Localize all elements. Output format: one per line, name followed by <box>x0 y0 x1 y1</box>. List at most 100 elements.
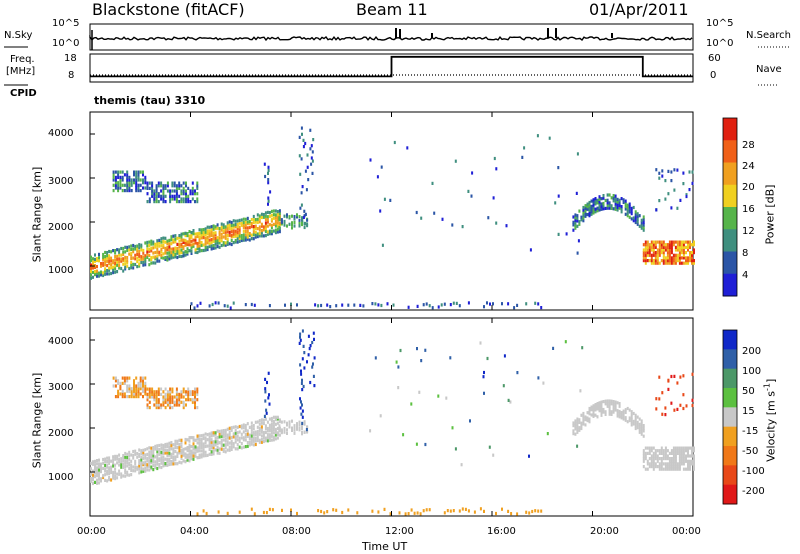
v-band-cell-137 <box>130 453 133 457</box>
power-cb-tick-16: 16 <box>742 204 755 215</box>
v-patch-cell-805 <box>142 384 144 388</box>
p-band-cell-560 <box>254 226 257 230</box>
p-late-cell-1307 <box>689 251 691 255</box>
v-band-cell-90 <box>116 457 119 461</box>
v-band-cell-147 <box>134 452 137 456</box>
p-band-cell-76 <box>112 249 115 253</box>
p-patch-cell-885 <box>173 181 176 185</box>
v-arc-cell-1086 <box>620 413 623 417</box>
v-band-cell-300 <box>176 446 179 450</box>
v-patch-cell-932 <box>194 390 196 394</box>
p-arc-cell-1063 <box>610 206 613 210</box>
p-patch-cell-789 <box>133 178 135 182</box>
p-band-cell-624 <box>274 224 277 228</box>
v-patch-cell-924 <box>191 392 194 396</box>
v-late-cell-1165 <box>652 465 655 469</box>
p-late-cell-1147 <box>644 245 647 249</box>
p-patch-cell-835 <box>153 200 156 204</box>
p-late-cell-1223 <box>666 259 669 263</box>
v-scatter-cell-972 <box>564 340 567 344</box>
p-patch-cell-793 <box>135 186 138 190</box>
v-tail-cell-675 <box>301 427 303 431</box>
p-band-cell-488 <box>234 229 237 233</box>
p-band-cell-209 <box>154 242 157 246</box>
v-patch-cell-918 <box>187 387 190 391</box>
v-scatter-cell-968 <box>482 375 485 379</box>
velocity-ytick-3000: 3000 <box>48 382 74 393</box>
v-scatter-cell-974 <box>402 433 405 437</box>
p-patch-cell-899 <box>180 197 183 201</box>
v-arc-cell-1025 <box>592 412 595 416</box>
p-arc-cell-1064 <box>610 204 613 208</box>
p-ground-cell-1361 <box>229 306 232 310</box>
p-late-cell-1284 <box>682 256 685 260</box>
p-band-cell-440 <box>220 222 223 226</box>
p-band-cell-41 <box>102 252 105 257</box>
p-patch-cell-916 <box>187 200 190 204</box>
v-band-cell-518 <box>244 445 247 449</box>
p-band-cell-446 <box>222 225 225 230</box>
p-patch-cell-907 <box>182 186 185 190</box>
p-band-cell-576 <box>258 214 261 218</box>
v-band-cell-157 <box>138 459 141 463</box>
v-patch-cell-791 <box>137 392 140 396</box>
v-band-cell-69 <box>110 470 113 475</box>
v-band-cell-258 <box>164 445 167 449</box>
p-band-cell-381 <box>204 227 207 231</box>
v-patch-cell-930 <box>194 395 196 399</box>
p-band-cell-377 <box>204 240 207 244</box>
v-streak-cell-701 <box>300 412 303 416</box>
p-band-cell-160 <box>138 243 141 247</box>
p-band-cell-204 <box>154 261 157 265</box>
p-streak-cell-703 <box>267 165 270 169</box>
p-band-cell-572 <box>258 228 261 232</box>
p-band-cell-615 <box>270 213 273 217</box>
p-band-cell-626 <box>274 219 277 223</box>
v-arc-cell-1079 <box>616 401 619 405</box>
p-band-cell-454 <box>224 225 227 229</box>
p-late-cell-1195 <box>658 253 661 257</box>
v-band-cell-411 <box>210 440 213 444</box>
v-band-cell-193 <box>148 461 151 465</box>
v-patch-cell-770 <box>128 387 131 391</box>
p-late-cell-1234 <box>668 251 671 255</box>
v-band-cell-557 <box>256 438 259 443</box>
v-band-cell-575 <box>260 425 263 429</box>
p-arc-cell-992 <box>578 220 581 224</box>
power-panel-frame <box>89 111 694 311</box>
p-arc-cell-989 <box>576 216 579 220</box>
v-patch-cell-773 <box>130 395 133 399</box>
v-late-cell-1259 <box>678 454 681 458</box>
p-patch-cell-895 <box>178 186 181 190</box>
p-band-cell-333 <box>190 235 193 239</box>
v-arc-cell-1056 <box>606 399 609 403</box>
v-late-cell-1138 <box>642 454 645 458</box>
p-band-cell-432 <box>218 230 221 234</box>
v-band-cell-441 <box>220 447 223 451</box>
p-streak-cell-702 <box>267 168 270 172</box>
v-band-cell-329 <box>186 453 189 457</box>
v-band-cell-316 <box>180 438 183 442</box>
p-tail-cell-669 <box>291 221 293 225</box>
p-patch-cell-876 <box>171 197 174 201</box>
p-band-cell-228 <box>160 244 163 248</box>
v-band-cell-613 <box>272 431 275 435</box>
p-band-cell-417 <box>214 233 217 237</box>
v-band-cell-76 <box>112 464 115 468</box>
v-patch-cell-890 <box>175 398 178 402</box>
p-band-cell-271 <box>172 234 175 238</box>
velocity-cb-tick-m200: -200 <box>742 486 765 497</box>
v-patch-cell-911 <box>185 398 187 402</box>
v-late-cell-1309 <box>693 454 695 458</box>
p-scatter-cell-973 <box>565 232 568 236</box>
v-scatter-cell-944 <box>486 356 489 361</box>
p-band-cell-235 <box>162 239 165 243</box>
p-band-cell-72 <box>112 268 115 272</box>
p-patch-cell-910 <box>185 197 187 201</box>
v-band-cell-312 <box>180 451 183 455</box>
v-late-cell-1288 <box>687 454 689 458</box>
velocity-colorbar-swatch-8 <box>723 484 737 505</box>
p-ground-cell-1396 <box>449 303 452 307</box>
v-band-cell-214 <box>152 446 155 450</box>
v-band-cell-508 <box>240 436 243 440</box>
